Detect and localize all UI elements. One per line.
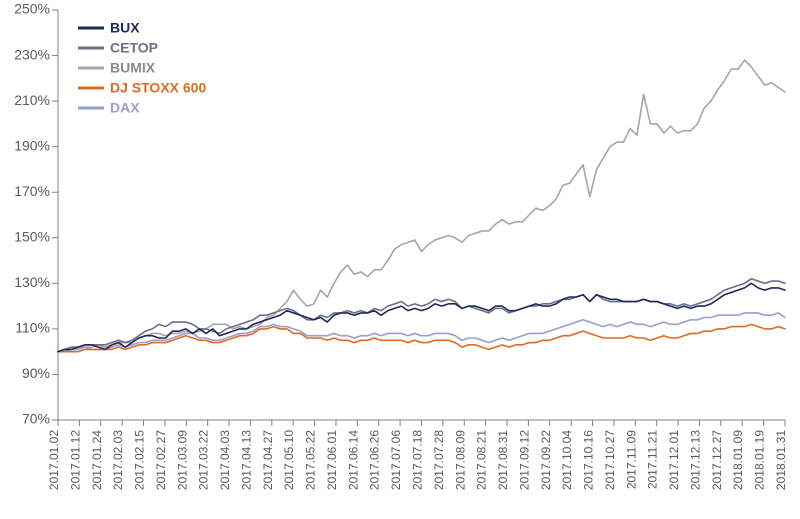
x-axis-tick-label: 2017.02.15: [133, 430, 147, 490]
legend-label: BUMIX: [110, 60, 156, 76]
x-axis-tick-label: 2017.01.24: [90, 430, 104, 490]
index-performance-chart: 70% 90% 110% 130% 150% 170% 190% 210% 230% 250% 20…: [0, 0, 800, 519]
legend-label: BUX: [110, 20, 140, 36]
x-axis-tick-label: 2017.10.27: [603, 430, 617, 490]
x-axis-tick-label: 2017.04.27: [261, 430, 275, 490]
y-axis-tick-label: 230%: [14, 46, 50, 62]
x-axis-tick-label: 2017.08.09: [453, 430, 467, 490]
x-axis-tick-label: 2018.01.31: [774, 430, 788, 490]
x-axis-tick-label: 2017.10.16: [582, 430, 596, 490]
x-axis-tick-label: 2017.04.03: [218, 430, 232, 490]
x-axis-tick-label: 2017.04.13: [239, 430, 253, 490]
x-axis-tick-label: 2017.06.14: [346, 430, 360, 490]
x-axis-tick-label: 2017.02.03: [111, 430, 125, 490]
x-axis-tick-label: 2017.07.28: [432, 430, 446, 490]
x-axis-tick-label: 2018.01.19: [753, 430, 767, 490]
x-axis-tick-label: 2017.07.18: [411, 430, 425, 490]
y-axis-tick-label: 70%: [22, 411, 50, 427]
x-axis-tick-label: 2017.11.21: [646, 430, 660, 489]
x-axis-tick-label: 2017.06.01: [325, 430, 339, 490]
y-axis-tick-label: 130%: [14, 274, 50, 290]
y-axis-tick-label: 210%: [14, 92, 50, 108]
x-axis-tick-label: 2017.01.02: [47, 430, 61, 490]
y-axis-tick-label: 190%: [14, 137, 50, 153]
legend-label: CETOP: [110, 40, 158, 56]
x-axis-tick-label: 2017.05.10: [282, 430, 296, 490]
legend-label: DJ STOXX 600: [110, 80, 206, 96]
x-axis-tick-label: 2017.06.26: [368, 430, 382, 490]
y-axis-tick-label: 250%: [14, 1, 50, 17]
y-axis-tick-label: 110%: [15, 320, 50, 336]
y-axis-tick-label: 170%: [14, 183, 50, 199]
chart-svg: 70% 90% 110% 130% 150% 170% 190% 210% 230% 250% 20…: [0, 0, 800, 519]
x-axis-tick-label: 2017.08.31: [496, 430, 510, 490]
x-axis-tick-label: 2017.11.09: [624, 430, 638, 489]
y-axis-tick-label: 150%: [14, 228, 50, 244]
x-axis-tick-label: 2018.01.09: [731, 430, 745, 490]
x-axis-tick-label: 2017.09.12: [517, 430, 531, 490]
x-axis-tick-label: 2017.05.22: [304, 430, 318, 490]
legend-label: DAX: [110, 100, 140, 116]
x-axis-tick-label: 2017.07.06: [389, 430, 403, 490]
x-axis-tick-label: 2017.12.27: [710, 430, 724, 490]
x-axis-tick-label: 2017.02.27: [154, 430, 168, 490]
x-axis-tick-label: 2017.09.22: [539, 430, 553, 490]
x-axis-tick-label: 2017.01.12: [68, 430, 82, 490]
x-axis-tick-label: 2017.12.13: [688, 430, 702, 490]
x-axis-tick-label: 2017.10.04: [560, 430, 574, 490]
x-axis-tick-label: 2017.03.22: [197, 430, 211, 490]
x-axis-tick-label: 2017.03.09: [175, 430, 189, 490]
x-axis-tick-label: 2017.08.21: [475, 430, 489, 490]
x-axis-tick-label: 2017.12.01: [667, 430, 681, 490]
y-axis-tick-label: 90%: [22, 365, 50, 381]
